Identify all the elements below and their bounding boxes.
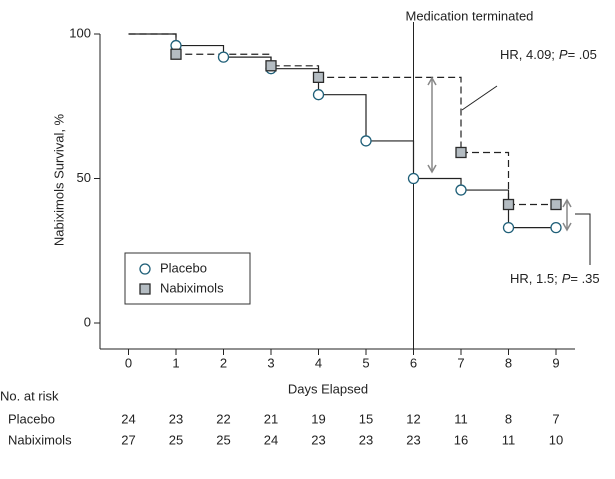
risk-value: 22	[216, 411, 230, 426]
marker	[407, 172, 420, 185]
risk-value: 23	[359, 432, 373, 447]
marker	[312, 71, 325, 83]
risk-value: 11	[502, 432, 516, 447]
risk-row-label: Placebo	[8, 411, 55, 426]
marker	[360, 135, 372, 147]
hr-annotation: HR, 1.5; P= .35	[510, 271, 600, 286]
legend-box	[124, 252, 251, 305]
p-value: = .05	[568, 47, 597, 62]
x-tick-label: 8	[505, 355, 512, 370]
survival-line	[128, 33, 556, 206]
x-tick-label: 6	[410, 355, 417, 370]
marker	[170, 48, 182, 60]
x-tick-label: 0	[125, 355, 132, 370]
marker	[139, 263, 151, 275]
marker	[265, 60, 277, 72]
legend-label: Nabiximols	[160, 280, 224, 295]
risk-value: 23	[406, 432, 420, 447]
x-tick-label: 3	[267, 355, 274, 370]
hr-annotation: HR, 4.09; P= .05	[500, 47, 597, 62]
reference-label: Medication terminated	[406, 8, 534, 23]
arrow-head	[427, 76, 437, 86]
leader-line	[575, 213, 591, 265]
p-value: = .35	[570, 271, 599, 286]
marker	[550, 221, 562, 234]
y-axis-label: Nabiximols Survival, %	[51, 113, 66, 246]
marker	[139, 283, 151, 295]
risk-value: 27	[121, 432, 135, 447]
x-tick-label: 1	[172, 355, 179, 370]
risk-value: 21	[264, 411, 278, 426]
risk-value: 12	[406, 411, 420, 426]
risk-value: 19	[311, 411, 325, 426]
x-axis-label: Days Elapsed	[288, 381, 368, 396]
x-tick-label: 9	[552, 355, 559, 370]
hr-text: HR, 1.5;	[510, 271, 558, 286]
risk-value: 25	[216, 432, 230, 447]
marker	[502, 198, 515, 211]
x-tick-label: 2	[220, 355, 227, 370]
x-tick-label: 7	[457, 355, 464, 370]
p-label: P	[562, 271, 571, 286]
risk-value: 16	[454, 432, 468, 447]
marker	[455, 184, 467, 196]
y-tick-label: 50	[77, 170, 91, 185]
risk-value: 8	[505, 411, 512, 426]
risk-value: 23	[169, 411, 183, 426]
marker	[550, 198, 562, 211]
risk-value: 11	[454, 411, 468, 426]
survival-line	[128, 33, 556, 229]
risk-value: 25	[169, 432, 183, 447]
legend-label: Placebo	[160, 260, 207, 275]
p-label: P	[559, 47, 568, 62]
marker	[502, 221, 515, 234]
x-tick-label: 4	[315, 355, 322, 370]
marker	[312, 89, 325, 101]
arrow-head	[427, 164, 437, 174]
y-tick-label: 0	[84, 314, 91, 329]
y-tick-label: 100	[69, 25, 91, 40]
risk-value: 10	[549, 432, 563, 447]
x-tick-label: 5	[362, 355, 369, 370]
marker	[217, 51, 230, 63]
arrow-head	[562, 198, 572, 208]
arrow-head	[562, 222, 572, 232]
risk-row-label: Nabiximols	[8, 432, 72, 447]
risk-value: 23	[311, 432, 325, 447]
legend: Placebo Nabiximols	[124, 252, 251, 305]
risk-value: 24	[264, 432, 278, 447]
risk-value: 15	[359, 411, 373, 426]
leader-line	[461, 85, 498, 111]
risk-value: 24	[121, 411, 135, 426]
risk-value: 7	[552, 411, 559, 426]
risk-title: No. at risk	[0, 388, 59, 403]
hr-text: HR, 4.09;	[500, 47, 555, 62]
marker	[455, 146, 467, 159]
